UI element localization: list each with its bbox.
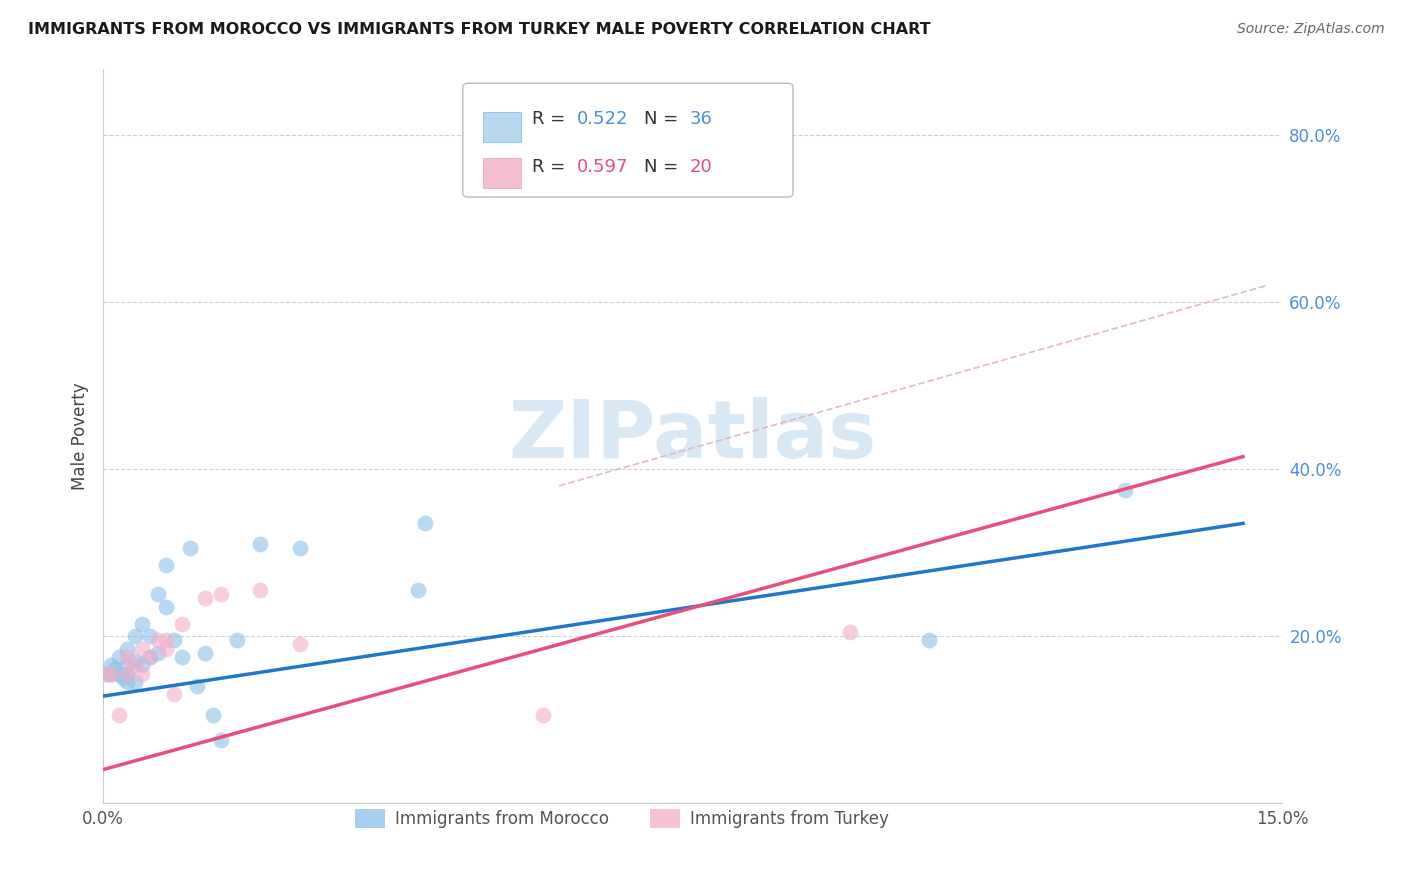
Point	[100, 658, 122, 673]
Point	[146, 633, 169, 648]
Text: ZIPatlas: ZIPatlas	[509, 397, 877, 475]
Point	[124, 675, 146, 690]
Y-axis label: Male Poverty: Male Poverty	[72, 382, 89, 490]
Point	[100, 666, 122, 681]
FancyBboxPatch shape	[482, 158, 520, 188]
Point	[194, 646, 217, 660]
Text: R =: R =	[533, 110, 571, 128]
Point	[209, 587, 232, 601]
Point	[225, 633, 247, 648]
Point	[108, 666, 131, 681]
Text: 36: 36	[689, 110, 711, 128]
Point	[179, 541, 201, 556]
Text: 0.522: 0.522	[578, 110, 628, 128]
Text: Source: ZipAtlas.com: Source: ZipAtlas.com	[1237, 22, 1385, 37]
Point	[170, 616, 193, 631]
Point	[249, 583, 271, 598]
Point	[139, 629, 162, 643]
Point	[108, 708, 131, 723]
Point	[108, 649, 131, 664]
Text: 20: 20	[689, 158, 711, 176]
Point	[202, 708, 225, 723]
Point	[288, 541, 311, 556]
Point	[209, 733, 232, 747]
Point	[1114, 483, 1136, 497]
Point	[111, 671, 134, 685]
Text: N =: N =	[644, 110, 685, 128]
Point	[146, 646, 169, 660]
Point	[139, 649, 162, 664]
Text: 0.597: 0.597	[578, 158, 628, 176]
Point	[131, 616, 153, 631]
Point	[186, 679, 208, 693]
Point	[124, 654, 146, 668]
FancyBboxPatch shape	[482, 112, 520, 142]
Point	[917, 633, 939, 648]
Point	[406, 583, 429, 598]
Point	[124, 658, 146, 673]
Point	[104, 662, 127, 676]
Point	[170, 649, 193, 664]
Point	[139, 649, 162, 664]
Point	[131, 641, 153, 656]
Point	[155, 633, 177, 648]
Legend: Immigrants from Morocco, Immigrants from Turkey: Immigrants from Morocco, Immigrants from…	[349, 803, 896, 835]
Point	[124, 629, 146, 643]
Point	[96, 666, 118, 681]
Point	[155, 641, 177, 656]
FancyBboxPatch shape	[463, 83, 793, 197]
Text: N =: N =	[644, 158, 685, 176]
Point	[163, 633, 186, 648]
Point	[96, 666, 118, 681]
Point	[115, 658, 138, 673]
Point	[288, 637, 311, 651]
Point	[131, 658, 153, 673]
Point	[839, 624, 862, 639]
Text: R =: R =	[533, 158, 571, 176]
Point	[115, 649, 138, 664]
Point	[100, 666, 122, 681]
Point	[531, 708, 554, 723]
Point	[163, 688, 186, 702]
Point	[146, 587, 169, 601]
Point	[415, 516, 437, 531]
Point	[115, 666, 138, 681]
Point	[115, 675, 138, 690]
Point	[249, 537, 271, 551]
Point	[155, 558, 177, 573]
Text: IMMIGRANTS FROM MOROCCO VS IMMIGRANTS FROM TURKEY MALE POVERTY CORRELATION CHART: IMMIGRANTS FROM MOROCCO VS IMMIGRANTS FR…	[28, 22, 931, 37]
Point	[131, 666, 153, 681]
Point	[194, 591, 217, 606]
Point	[115, 641, 138, 656]
Point	[115, 666, 138, 681]
Point	[155, 599, 177, 614]
Point	[689, 112, 711, 126]
